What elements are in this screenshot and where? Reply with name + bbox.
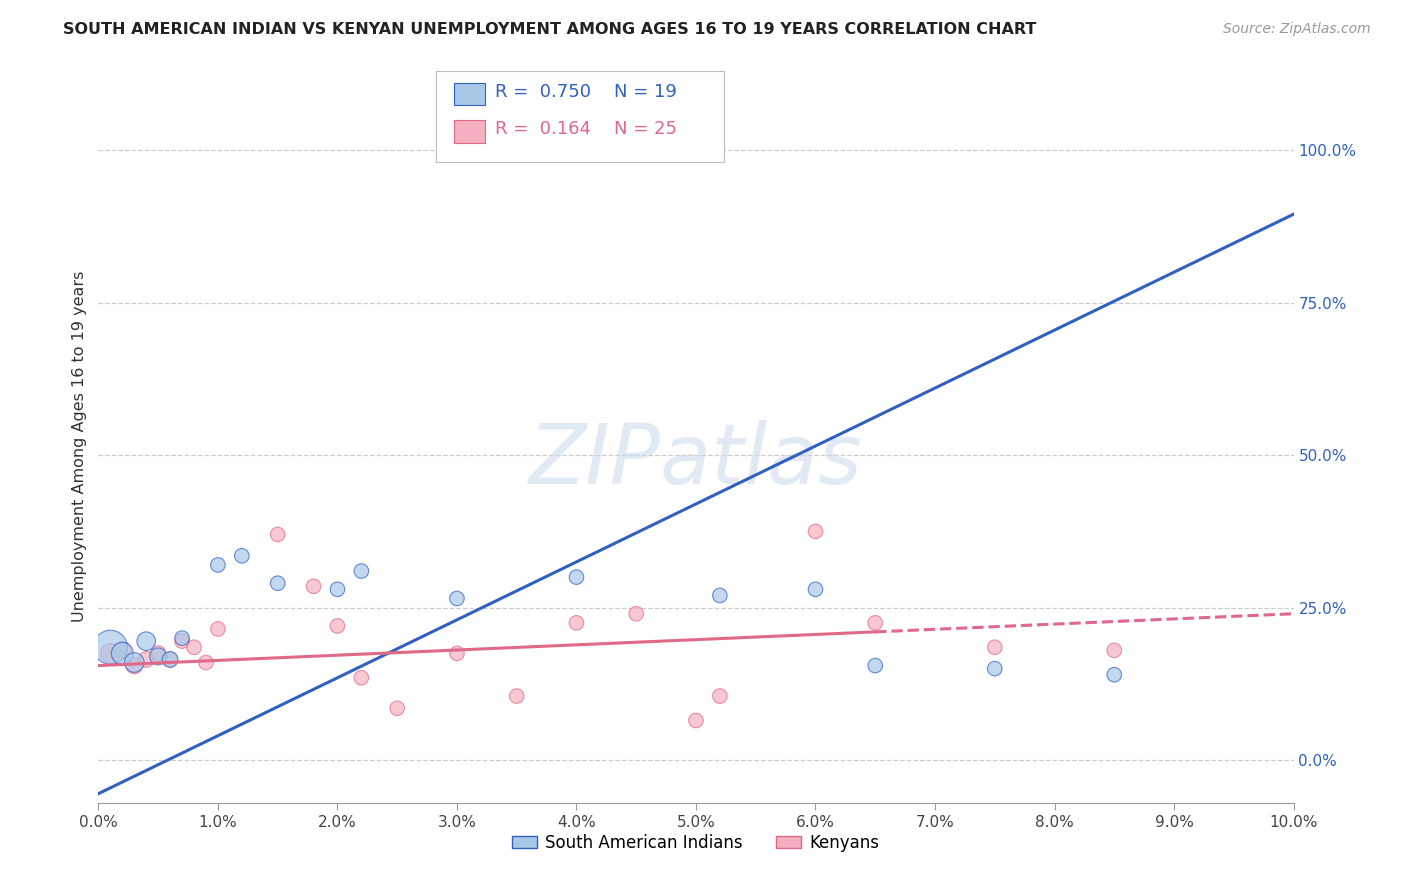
Point	[565, 570, 588, 584]
Point	[159, 652, 181, 666]
Point	[195, 656, 218, 670]
Point	[302, 579, 325, 593]
Point	[984, 662, 1007, 676]
Point	[350, 564, 373, 578]
Point	[709, 689, 731, 703]
Point	[148, 649, 170, 664]
Y-axis label: Unemployment Among Ages 16 to 19 years: Unemployment Among Ages 16 to 19 years	[72, 270, 87, 622]
Point	[183, 640, 205, 655]
Point	[326, 582, 349, 597]
Text: R =  0.750    N = 19: R = 0.750 N = 19	[495, 83, 676, 101]
Point	[172, 634, 194, 648]
Point	[124, 658, 146, 673]
Point	[267, 527, 290, 541]
Point	[111, 646, 134, 660]
Point	[984, 640, 1007, 655]
Point	[98, 640, 122, 655]
Text: Source: ZipAtlas.com: Source: ZipAtlas.com	[1223, 22, 1371, 37]
Text: ZIPatlas: ZIPatlas	[529, 420, 863, 500]
Point	[231, 549, 253, 563]
Point	[565, 615, 588, 630]
Point	[865, 658, 887, 673]
Point	[98, 646, 122, 660]
Point	[207, 558, 229, 572]
Point	[267, 576, 290, 591]
Point	[135, 652, 157, 666]
Point	[804, 582, 827, 597]
Point	[709, 589, 731, 603]
Point	[326, 619, 349, 633]
Point	[385, 701, 409, 715]
Point	[350, 671, 373, 685]
Point	[685, 714, 707, 728]
Point	[1104, 643, 1126, 657]
Text: SOUTH AMERICAN INDIAN VS KENYAN UNEMPLOYMENT AMONG AGES 16 TO 19 YEARS CORRELATI: SOUTH AMERICAN INDIAN VS KENYAN UNEMPLOY…	[63, 22, 1036, 37]
Point	[159, 652, 181, 666]
Point	[111, 643, 134, 657]
Point	[446, 646, 468, 660]
Point	[1104, 667, 1126, 681]
Point	[172, 631, 194, 645]
Point	[148, 646, 170, 660]
Point	[124, 656, 146, 670]
Legend: South American Indians, Kenyans: South American Indians, Kenyans	[506, 828, 886, 859]
Point	[626, 607, 648, 621]
Point	[135, 634, 157, 648]
Point	[865, 615, 887, 630]
Text: R =  0.164    N = 25: R = 0.164 N = 25	[495, 120, 676, 138]
Point	[207, 622, 229, 636]
Point	[446, 591, 468, 606]
Point	[506, 689, 529, 703]
Point	[804, 524, 827, 539]
